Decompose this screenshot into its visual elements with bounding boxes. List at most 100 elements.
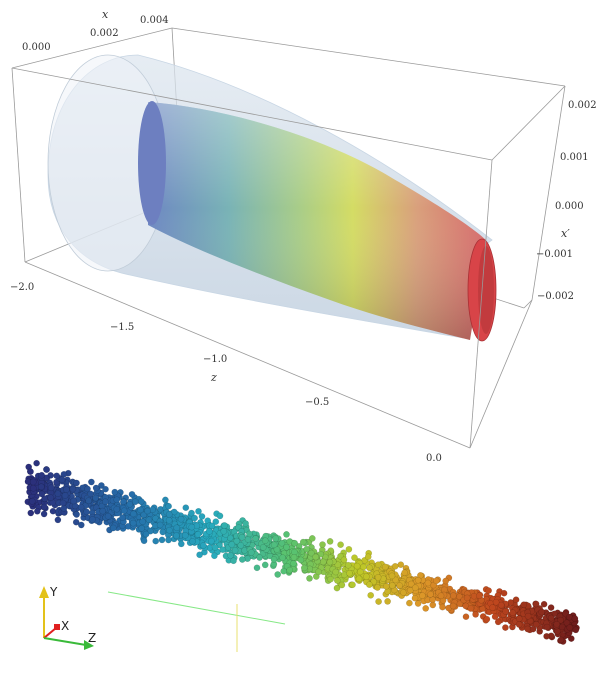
z-tick-label: −0.5 xyxy=(305,397,329,408)
particle xyxy=(199,542,207,549)
particle xyxy=(41,503,48,511)
particle xyxy=(208,522,216,530)
bottom-particle-plot: Y X Z xyxy=(24,459,580,652)
box-edge xyxy=(531,85,566,301)
particle xyxy=(247,549,255,556)
particle xyxy=(29,478,37,486)
particle xyxy=(429,596,436,604)
box-edge xyxy=(11,67,26,263)
particle xyxy=(442,577,450,585)
particle xyxy=(299,538,307,546)
particle xyxy=(261,561,269,569)
particle xyxy=(475,592,483,600)
particle xyxy=(414,576,422,584)
particle xyxy=(92,484,100,492)
particle xyxy=(156,521,164,529)
particle xyxy=(99,507,106,515)
particle xyxy=(543,633,550,640)
particle xyxy=(414,600,422,607)
particle xyxy=(38,490,46,498)
particle xyxy=(485,587,492,594)
particle xyxy=(221,522,228,529)
particle xyxy=(312,553,320,561)
xprime-tick-label: 0.000 xyxy=(555,201,584,212)
x-arrowhead-icon xyxy=(54,624,60,630)
particle xyxy=(388,572,396,580)
particle xyxy=(326,558,334,566)
particle xyxy=(256,554,263,561)
particle xyxy=(456,593,463,601)
particle xyxy=(102,485,109,493)
particle xyxy=(53,472,61,480)
particle xyxy=(142,530,150,538)
particle xyxy=(566,613,573,621)
particle xyxy=(98,482,105,489)
particle xyxy=(332,568,340,576)
particle xyxy=(244,536,252,543)
particle xyxy=(462,613,470,621)
particle xyxy=(58,476,66,484)
particle xyxy=(85,497,92,505)
particle xyxy=(188,523,196,531)
particle xyxy=(491,613,499,621)
particle xyxy=(211,544,219,551)
particle xyxy=(319,558,327,566)
particle xyxy=(92,494,99,502)
particle xyxy=(337,541,344,549)
particle xyxy=(374,574,382,581)
x-tick-label: 0.002 xyxy=(90,28,119,39)
particle xyxy=(272,535,279,543)
particle xyxy=(237,542,245,549)
x-tick-label: 0.000 xyxy=(22,42,51,53)
particle xyxy=(340,556,348,564)
particle xyxy=(259,544,267,551)
particle xyxy=(88,478,95,486)
particle xyxy=(297,556,305,564)
beam-tube xyxy=(138,101,497,342)
particle xyxy=(182,504,190,512)
particle xyxy=(177,540,185,548)
particle xyxy=(290,560,297,567)
particle xyxy=(261,537,269,545)
particle xyxy=(502,624,509,631)
top-3d-plot: 0.000 0.002 0.004 x 0.002 0.001 0.000 −0… xyxy=(10,8,597,464)
particle xyxy=(351,554,358,562)
particle xyxy=(196,551,203,559)
particle xyxy=(83,508,90,516)
particle xyxy=(110,524,117,532)
particle xyxy=(165,536,172,544)
particle xyxy=(497,601,505,609)
particle xyxy=(422,605,430,612)
particle xyxy=(138,525,145,532)
particle xyxy=(212,518,220,526)
particle xyxy=(73,479,80,487)
particle xyxy=(33,459,40,467)
particle xyxy=(238,534,246,541)
particle xyxy=(137,506,144,514)
particle xyxy=(449,602,457,610)
particle xyxy=(70,497,77,505)
particle xyxy=(173,524,181,532)
particle xyxy=(252,535,259,542)
particle xyxy=(40,510,48,518)
z-tick-label: −1.0 xyxy=(203,354,227,365)
box-edge xyxy=(11,27,173,69)
particle xyxy=(566,624,574,631)
particle xyxy=(43,466,51,474)
particle xyxy=(246,530,253,538)
particle xyxy=(181,532,189,539)
particle xyxy=(327,575,334,583)
x-axis: 0.000 0.002 0.004 x xyxy=(22,8,169,53)
particle xyxy=(283,543,290,551)
triad-y-label: Y xyxy=(49,585,58,599)
particle xyxy=(102,498,109,506)
box-edge xyxy=(469,159,493,449)
particle xyxy=(572,626,580,634)
particle xyxy=(388,582,396,589)
particle xyxy=(140,537,148,545)
xprime-tick-label: 0.002 xyxy=(568,100,597,111)
particle xyxy=(270,541,278,549)
z-tick-label: 0.0 xyxy=(426,453,442,464)
